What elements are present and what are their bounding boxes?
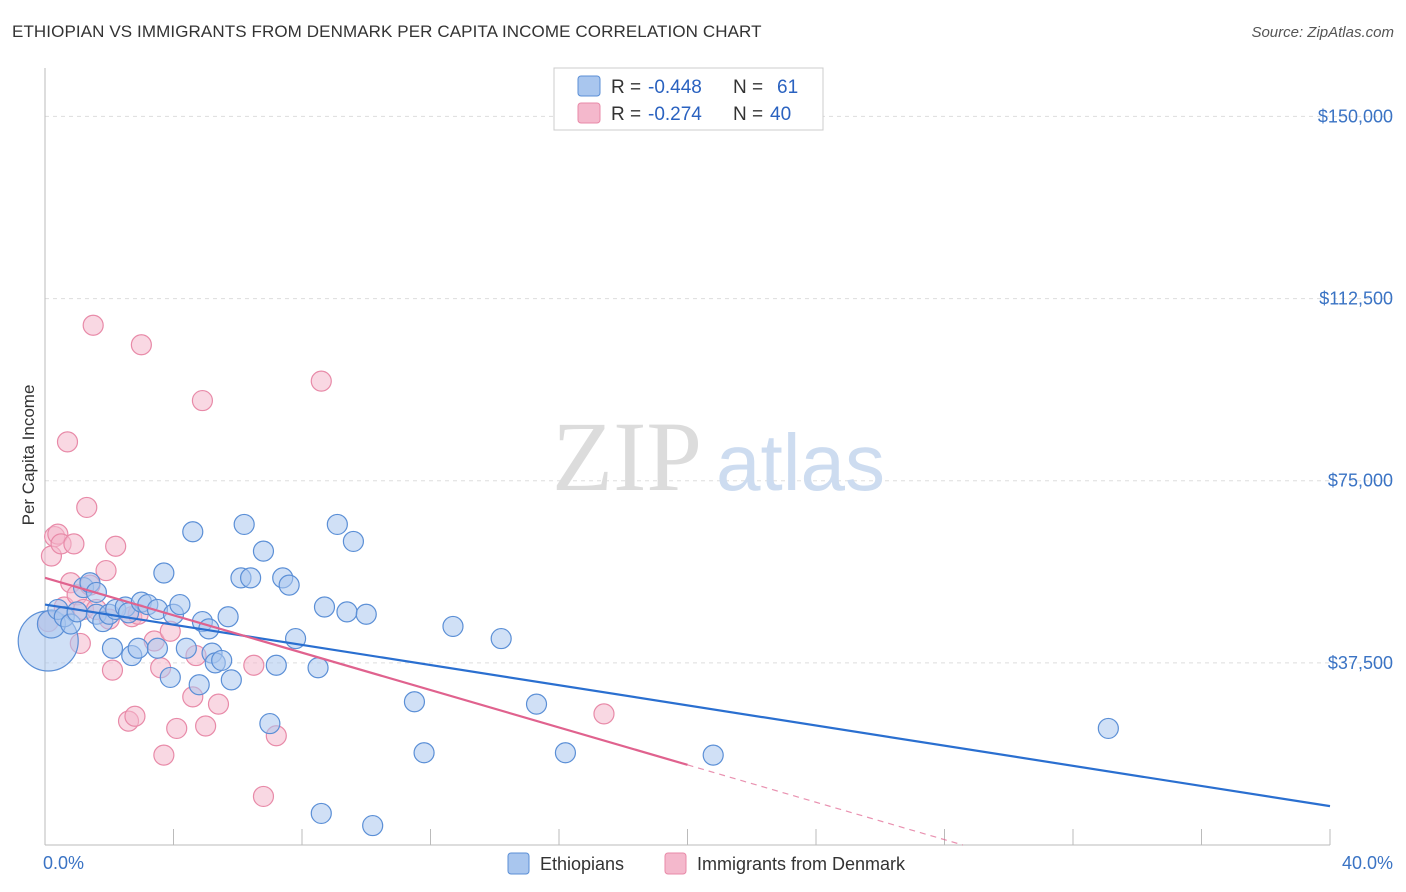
- trend-line-denmark: [44, 576, 688, 766]
- chart-title: ETHIOPIAN VS IMMIGRANTS FROM DENMARK PER…: [12, 22, 762, 41]
- legend-n-value-1: 61: [777, 77, 798, 98]
- trend-lines: [44, 576, 1331, 846]
- ethiopians-point-49: [336, 601, 358, 623]
- legend-r-value-2: -0.274: [648, 104, 702, 125]
- denmark-point-18: [105, 535, 127, 557]
- denmark-point-23: [130, 334, 152, 356]
- ethiopians-point-28: [188, 674, 210, 696]
- legend-n-value-2: 40: [770, 104, 791, 125]
- watermark-atlas: atlas: [716, 418, 885, 507]
- ethiopians-point-43: [278, 574, 300, 596]
- denmark-point-34: [243, 654, 265, 676]
- ethiopians-point-41: [265, 654, 287, 676]
- ethiopians-point-51: [355, 603, 377, 625]
- series-legend: Ethiopians Immigrants from Denmark: [507, 852, 906, 875]
- ethiopians-point-40: [259, 712, 281, 735]
- watermark-zip: ZIP: [552, 401, 702, 512]
- y-tick-label-2: $112,500: [1319, 289, 1393, 309]
- ethiopians-point-33: [211, 649, 233, 672]
- axes: [44, 68, 1331, 846]
- ethiopians-point-37: [233, 513, 255, 536]
- ethiopians-point-34: [217, 606, 239, 628]
- denmark-point-31: [191, 389, 214, 412]
- bottom-legend-label-ethiopians: Ethiopians: [540, 854, 624, 874]
- bottom-legend-swatch-ethiopians: [507, 852, 530, 875]
- ethiopians-point-46: [310, 802, 332, 825]
- ethiopians-point-38: [240, 567, 262, 589]
- ethiopians-point-60: [1097, 717, 1119, 740]
- denmark-point-38: [82, 314, 104, 336]
- ethiopians-point-13: [101, 637, 124, 659]
- ethiopians-point-53: [403, 691, 426, 713]
- y-tick-label-1: $75,000: [1328, 471, 1393, 491]
- ethiopians-point-55: [442, 615, 464, 638]
- denmark-point-15: [95, 559, 117, 582]
- ethiopians-point-35: [220, 669, 242, 691]
- denmark-point-33: [207, 693, 230, 715]
- legend-r-value-1: -0.448: [648, 77, 702, 98]
- trend-line-denmark-extension: [687, 764, 964, 846]
- ethiopians-point-52: [362, 814, 384, 837]
- ethiopians-point-47: [313, 596, 336, 618]
- y-tick-label-3: $150,000: [1318, 106, 1393, 126]
- legend-r-label-1: R =: [611, 77, 641, 98]
- denmark-point-8: [63, 533, 85, 555]
- series-ethiopians: [17, 513, 1119, 837]
- trend-line-ethiopians: [44, 603, 1331, 808]
- source-credit: Source: ZipAtlas.com: [1251, 24, 1394, 41]
- denmark-point-21: [124, 705, 146, 727]
- ethiopians-point-23: [159, 666, 181, 689]
- bottom-legend-label-denmark: Immigrants from Denmark: [697, 854, 906, 874]
- ethiopians-point-50: [342, 530, 364, 553]
- denmark-point-32: [195, 715, 217, 737]
- denmark-point-17: [101, 659, 124, 681]
- denmark-point-12: [76, 496, 98, 519]
- y-axis-title: Per Capita Income: [19, 385, 38, 526]
- ethiopians-point-58: [554, 742, 577, 764]
- x-tick-labels: 0.0% 40.0%: [43, 853, 1393, 873]
- denmark-point-37: [310, 370, 332, 392]
- ethiopians-point-25: [169, 593, 191, 616]
- ethiopians-point-20: [146, 637, 169, 659]
- ethiopians-point-57: [525, 693, 548, 715]
- ethiopians-point-48: [326, 513, 348, 536]
- x-tick-label-0: 0.0%: [43, 853, 84, 873]
- ethiopians-point-26: [175, 637, 197, 659]
- ethiopians-point-39: [252, 540, 275, 562]
- denmark-point-26: [153, 744, 175, 766]
- x-tick-label-1: 40.0%: [1342, 853, 1393, 873]
- legend-n-label-1: N =: [733, 77, 763, 98]
- denmark-point-28: [166, 717, 188, 740]
- watermark: ZIP atlas: [552, 401, 885, 512]
- ethiopians-point-56: [490, 627, 512, 650]
- ethiopians-point-54: [413, 742, 435, 764]
- ethiopians-point-22: [153, 562, 175, 584]
- ethiopians-point-45: [307, 657, 329, 679]
- denmark-point-39: [593, 703, 615, 725]
- y-tick-labels: $37,500 $75,000 $112,500 $150,000: [1318, 106, 1393, 672]
- ethiopians-point-59: [702, 744, 724, 766]
- correlation-legend: R = -0.448 N = 61 R = -0.274 N = 40: [553, 67, 824, 131]
- series-immigrants-from-denmark: [37, 314, 615, 808]
- y-tick-label-0: $37,500: [1328, 653, 1393, 673]
- legend-n-label-2: N =: [733, 104, 763, 125]
- denmark-point-6: [56, 431, 79, 453]
- legend-swatch-ethiopians: [577, 75, 601, 97]
- ethiopians-point-27: [182, 521, 204, 543]
- bottom-legend-swatch-denmark: [664, 852, 687, 875]
- legend-swatch-denmark: [577, 102, 601, 124]
- ethiopians-point-17: [127, 637, 149, 659]
- ethiopians-point-5: [66, 601, 88, 623]
- denmark-point-35: [252, 785, 275, 808]
- legend-r-label-2: R =: [611, 104, 641, 125]
